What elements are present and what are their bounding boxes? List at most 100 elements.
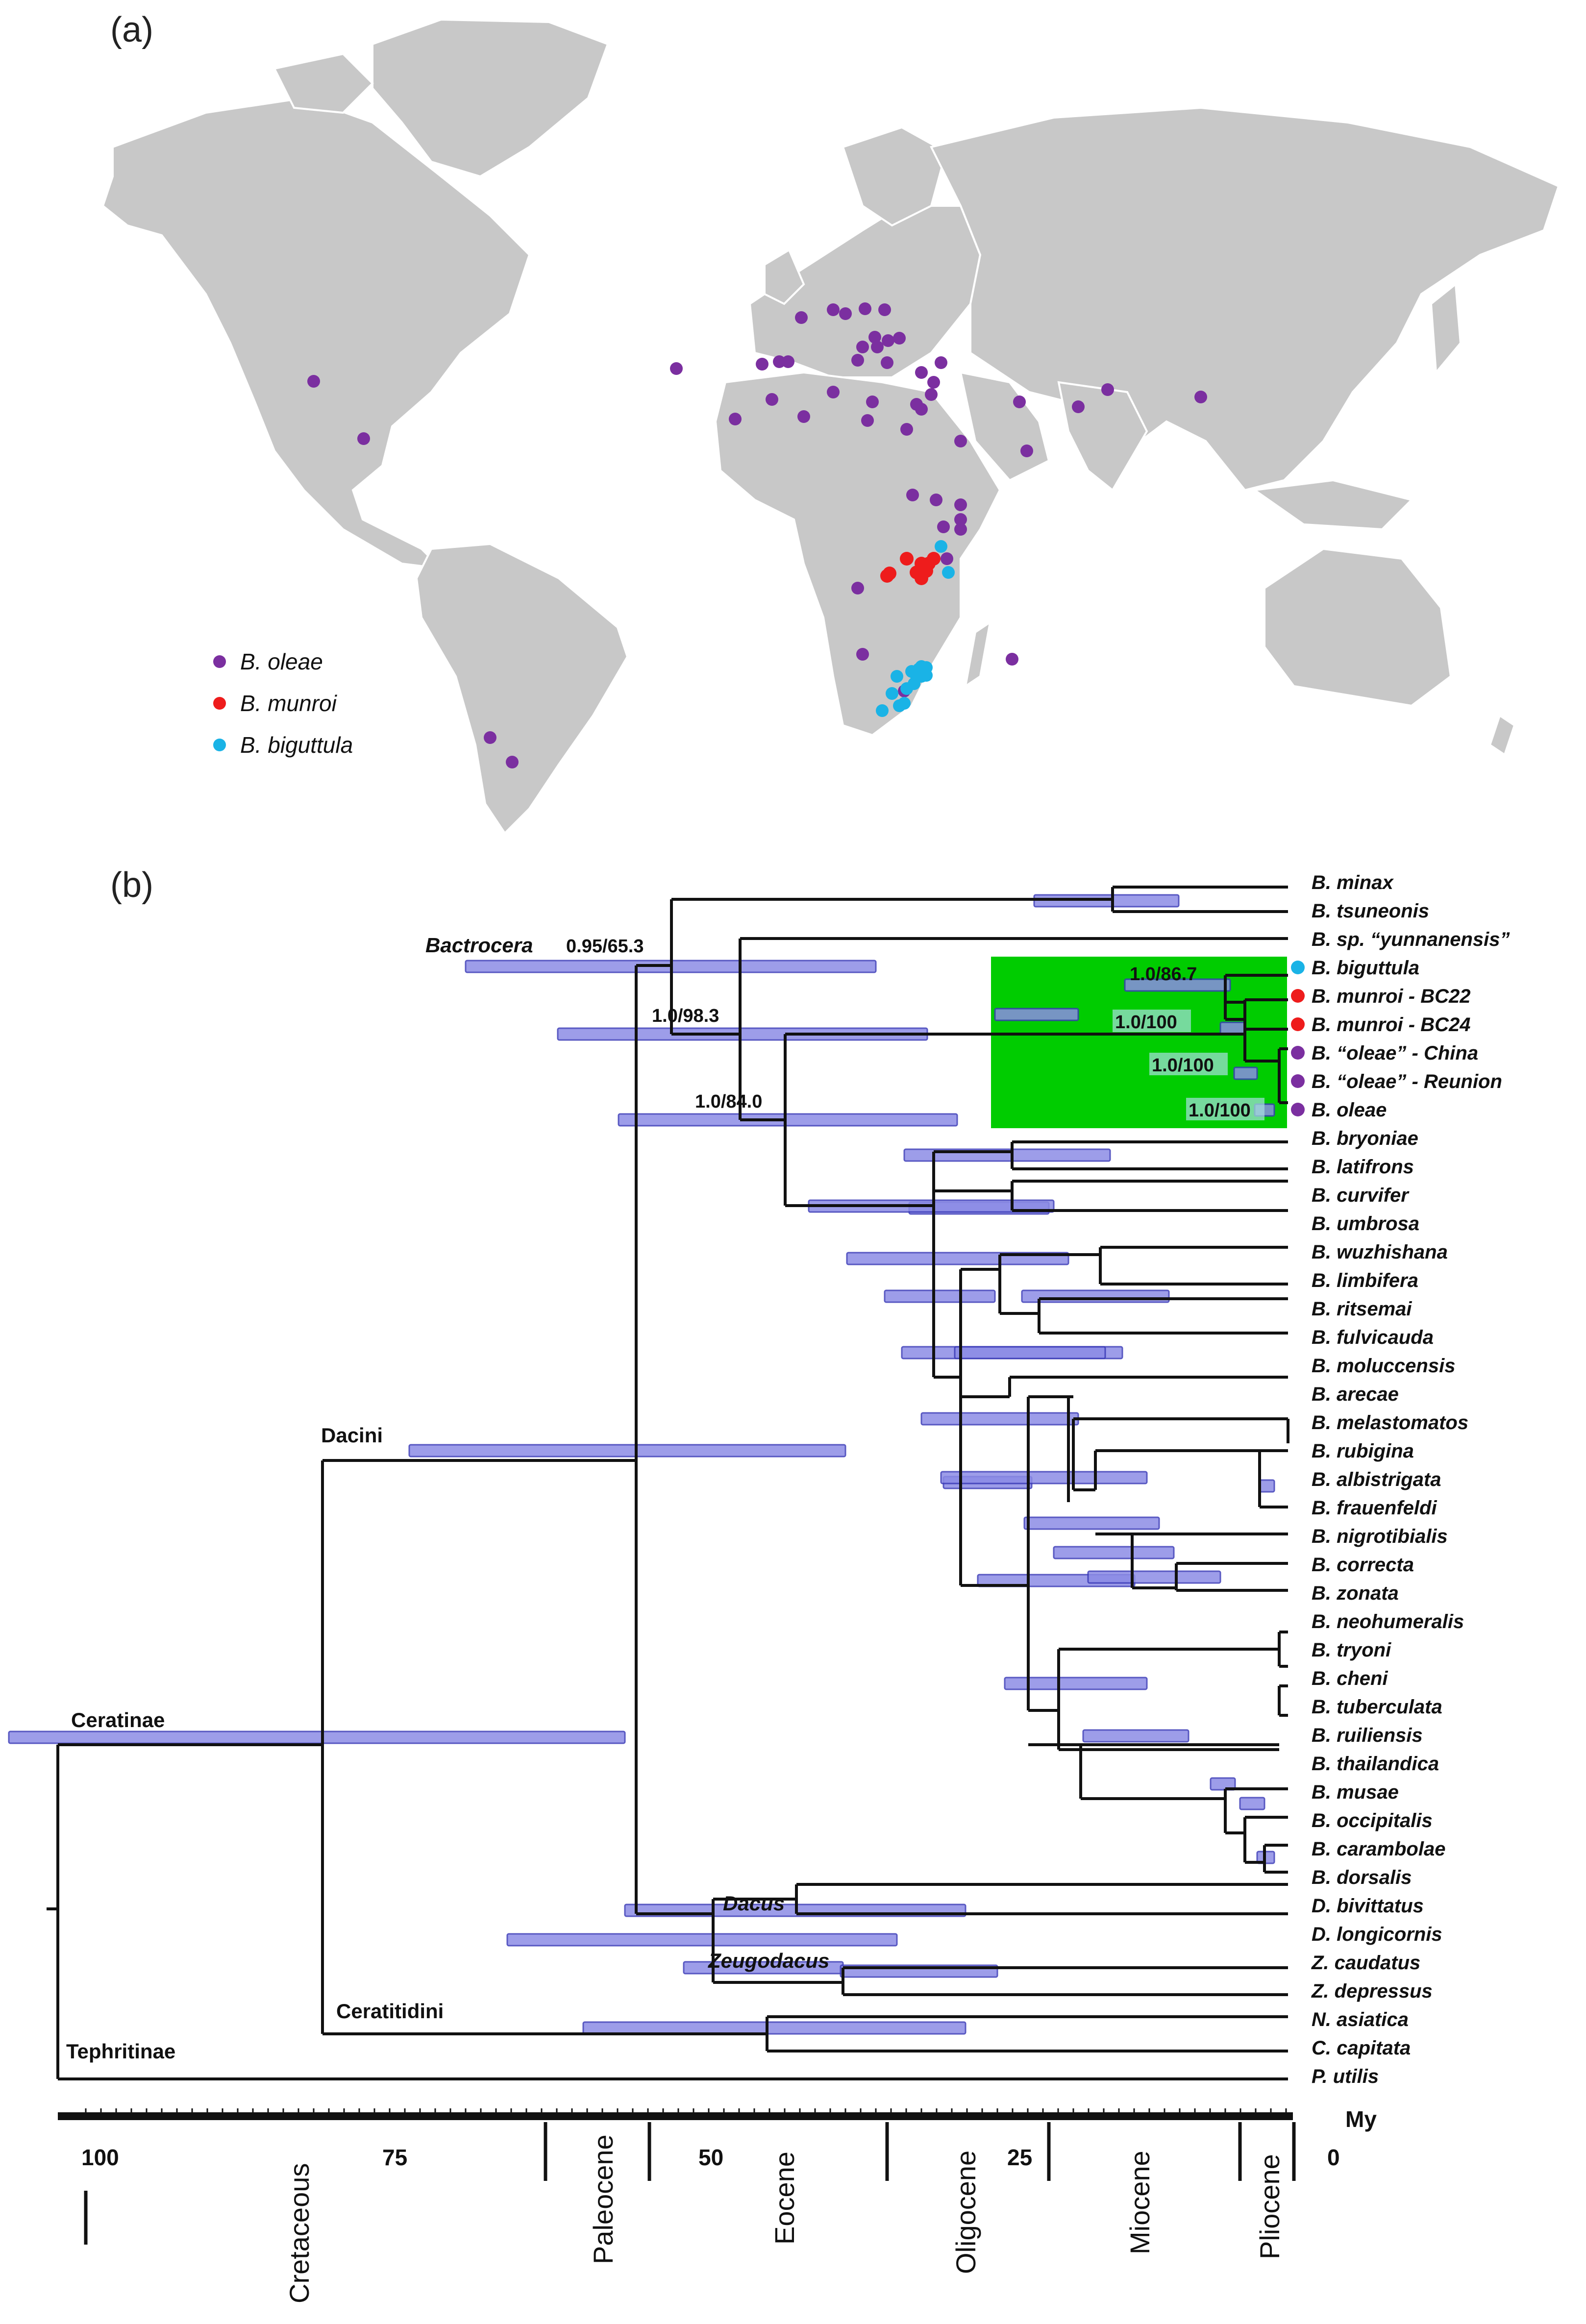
map-point-oleae (941, 552, 953, 565)
map-point-oleae (900, 423, 913, 436)
tip-label: N. asiatica (1312, 2009, 1409, 2030)
epoch-oligocene: Oligocene (950, 2151, 981, 2274)
map-point-oleae (827, 303, 840, 316)
tip-label: C. capitata (1312, 2037, 1411, 2059)
panel-a-label: (a) (110, 10, 153, 49)
map-point-biguttula (886, 687, 898, 700)
tip-dot (1291, 1046, 1305, 1060)
map-point-oleae (797, 410, 810, 423)
map-point-oleae (756, 358, 768, 371)
tip-label: B. minax (1312, 872, 1394, 893)
hpd-bar (940, 1471, 1148, 1484)
land-africa (714, 371, 1001, 737)
tip-label: D. bivittatus (1312, 1895, 1424, 1917)
map-point-oleae (930, 494, 942, 506)
tip-label: B. nigrotibialis (1312, 1526, 1448, 1547)
map-point-oleae (839, 307, 852, 320)
tip-label: B. dorsalis (1312, 1867, 1412, 1888)
map-point-oleae (915, 366, 928, 379)
legend-dot-biguttula (213, 739, 226, 751)
tip-dot (1291, 1103, 1305, 1116)
map-point-oleae (307, 375, 320, 388)
map-point-oleae (1013, 396, 1026, 408)
clade-label-dacini: Dacini (321, 1424, 383, 1447)
node-support-bactrocera: 0.95/65.3 (566, 936, 644, 957)
hpd-bar (1239, 1797, 1265, 1810)
clade-label-tephritinae: Tephritinae (66, 2040, 175, 2063)
tip-label: B. sp. “yunnanensis” (1312, 929, 1510, 950)
map-point-oleae (871, 341, 884, 353)
axis-tick-25: 25 (1007, 2145, 1032, 2170)
tip-label: B. melastomatos (1312, 1412, 1468, 1434)
map-point-oleae (866, 396, 879, 408)
map-point-oleae (1101, 383, 1114, 396)
tip-label: B. thailandica (1312, 1753, 1439, 1775)
map-point-oleae (782, 355, 794, 368)
node-support-bg-5 (1149, 1053, 1228, 1075)
hpd-bar (1219, 1021, 1246, 1035)
map-point-oleae (827, 386, 840, 398)
map-point-oleae (851, 582, 864, 594)
map-point-oleae (954, 498, 967, 511)
land-arctic-islands (273, 52, 374, 114)
tip-label: B. ritsemai (1312, 1298, 1412, 1320)
tip-label: Z. depressus (1311, 1980, 1433, 2002)
land-japan (1430, 282, 1462, 375)
map-point-oleae (1072, 400, 1085, 413)
land-british-isles (764, 248, 805, 305)
tip-label: B. neohumeralis (1312, 1611, 1464, 1632)
map-point-munroi (900, 552, 914, 566)
map-point-oleae (954, 435, 967, 447)
hpd-bar (1021, 1289, 1170, 1303)
axis-tick-100: 100 (81, 2145, 119, 2170)
map-point-biguttula (908, 677, 920, 690)
land-greenland (372, 18, 609, 178)
map-point-biguttula (915, 660, 928, 673)
tip-label: B. rubigina (1312, 1440, 1414, 1462)
tip-labels: B. minax B. tsuneonis B. sp. “yunnanensis”… (1291, 872, 1510, 2087)
land-new-zealand (1488, 714, 1516, 757)
map-point-munroi (927, 552, 941, 566)
map-point-munroi (915, 571, 928, 585)
hpd-bar (618, 1113, 958, 1127)
hpd-bar (1124, 978, 1231, 992)
node-support-3: 1.0/86.7 (1130, 964, 1197, 985)
tip-label: B. occipitalis (1312, 1810, 1433, 1831)
land-se-asia-islands (1252, 479, 1413, 531)
map-point-oleae (795, 311, 808, 324)
clade-label-dacus: Dacus (723, 1892, 785, 1915)
map-point-oleae (954, 513, 967, 526)
map-point-munroi (880, 569, 894, 583)
node-support-2: 1.0/84.0 (695, 1091, 762, 1112)
map-point-oleae (766, 393, 778, 406)
tip-label: B. zonata (1312, 1582, 1399, 1604)
hpd-bar (1004, 1677, 1148, 1690)
tip-label: B. carambolae (1312, 1838, 1445, 1860)
axis-tick-75: 75 (382, 2145, 407, 2170)
time-axis: My 100 75 50 25 0 Cretaceous Paleocene E… (58, 2106, 1377, 2303)
tip-label: B. frauenfeldi (1312, 1497, 1437, 1519)
map-point-oleae (856, 648, 869, 661)
map-point-biguttula (876, 704, 889, 717)
epoch-paleocene: Paleocene (588, 2134, 619, 2264)
world-map (101, 18, 1560, 835)
map-point-oleae (868, 331, 881, 344)
map-point-biguttula (935, 540, 947, 553)
tip-label: B. ruiliensis (1312, 1725, 1423, 1746)
clade-label-zeugodacus: Zeugodacus (708, 1949, 829, 1972)
clade-label-bactrocera: Bactrocera (425, 934, 533, 957)
legend-label-munroi: B. munroi (240, 691, 338, 716)
node-support-6: 1.0/100 (1189, 1100, 1251, 1121)
hpd-bar (954, 1346, 1106, 1360)
map-point-oleae (1020, 445, 1033, 457)
hpd-bar (884, 1289, 996, 1303)
node-support-4: 1.0/100 (1115, 1012, 1177, 1033)
map-point-oleae (861, 414, 874, 427)
node-support-5: 1.0/100 (1152, 1055, 1214, 1076)
tip-label: B. tryoni (1312, 1639, 1391, 1661)
map-point-oleae (878, 303, 891, 316)
map-point-oleae (906, 489, 919, 501)
map-point-oleae (773, 355, 786, 368)
hpd-bar (920, 1412, 1079, 1426)
tip-label: B. limbifera (1312, 1270, 1418, 1291)
